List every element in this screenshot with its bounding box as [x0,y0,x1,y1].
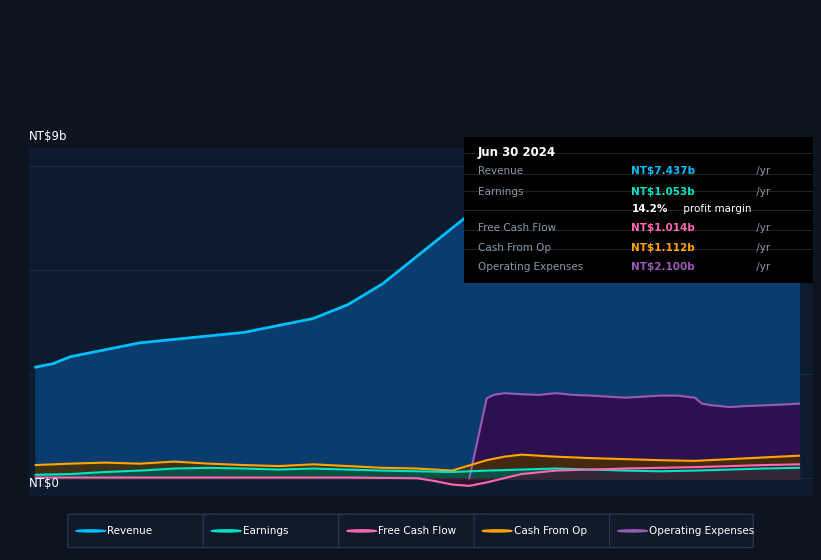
Text: /yr: /yr [754,262,771,272]
Text: NT$0: NT$0 [29,477,60,490]
Circle shape [617,530,647,532]
Text: NT$9b: NT$9b [29,130,67,143]
Text: NT$2.100b: NT$2.100b [631,262,695,272]
FancyBboxPatch shape [609,514,754,548]
Text: Operating Expenses: Operating Expenses [649,526,754,536]
Circle shape [212,530,241,532]
Text: /yr: /yr [754,166,771,176]
Text: NT$1.112b: NT$1.112b [631,243,695,253]
Text: /yr: /yr [754,223,771,233]
Text: Revenue: Revenue [478,166,523,176]
Text: NT$1.053b: NT$1.053b [631,188,695,198]
Text: 14.2%: 14.2% [631,204,667,214]
Text: profit margin: profit margin [680,204,752,214]
Text: Earnings: Earnings [242,526,288,536]
Text: Earnings: Earnings [478,188,523,198]
FancyBboxPatch shape [203,514,346,548]
Text: NT$1.014b: NT$1.014b [631,223,695,233]
Text: Cash From Op: Cash From Op [478,243,551,253]
Text: Operating Expenses: Operating Expenses [478,262,583,272]
Circle shape [346,530,377,532]
Text: Jun 30 2024: Jun 30 2024 [478,146,556,159]
FancyBboxPatch shape [338,514,482,548]
Text: NT$7.437b: NT$7.437b [631,166,695,176]
Circle shape [482,530,512,532]
FancyBboxPatch shape [67,514,212,548]
Circle shape [76,530,105,532]
Text: Free Cash Flow: Free Cash Flow [378,526,456,536]
FancyBboxPatch shape [475,514,617,548]
Text: /yr: /yr [754,188,771,198]
Text: /yr: /yr [754,243,771,253]
Text: Free Cash Flow: Free Cash Flow [478,223,556,233]
Text: Cash From Op: Cash From Op [514,526,586,536]
Text: Revenue: Revenue [107,526,152,536]
